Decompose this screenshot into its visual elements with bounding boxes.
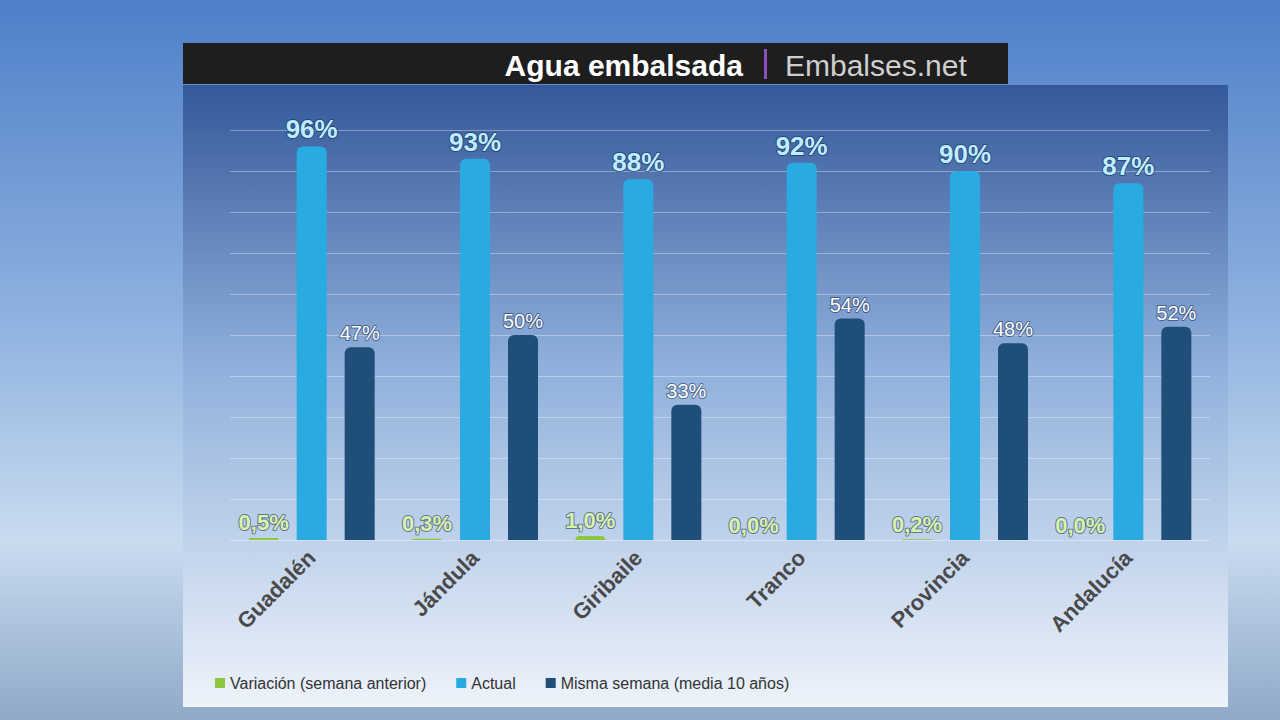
- svg-text:87%: 87%: [1102, 151, 1154, 181]
- svg-text:1,0%: 1,0%: [565, 508, 615, 533]
- svg-text:Andalucía: Andalucía: [1045, 545, 1138, 638]
- svg-text:Variación (semana anterior): Variación (semana anterior): [230, 675, 426, 692]
- svg-text:0,5%: 0,5%: [239, 510, 289, 535]
- svg-text:0,3%: 0,3%: [402, 511, 452, 536]
- svg-text:92%: 92%: [776, 131, 828, 161]
- svg-text:Misma semana (media 10 años): Misma semana (media 10 años): [561, 675, 790, 692]
- svg-text:0,2%: 0,2%: [892, 512, 942, 537]
- svg-text:50%: 50%: [503, 310, 543, 332]
- svg-text:Guadalén: Guadalén: [232, 545, 321, 634]
- svg-text:Embalses.net: Embalses.net: [785, 49, 967, 82]
- svg-text:0,0%: 0,0%: [1055, 513, 1105, 538]
- svg-text:54%: 54%: [830, 294, 870, 316]
- svg-text:Giribaile: Giribaile: [567, 545, 647, 625]
- svg-text:Tranco: Tranco: [742, 545, 811, 614]
- svg-text:Jándula: Jándula: [407, 545, 484, 622]
- svg-text:47%: 47%: [340, 322, 380, 344]
- svg-text:Agua embalsada: Agua embalsada: [505, 49, 744, 82]
- svg-text:48%: 48%: [993, 318, 1033, 340]
- svg-text:33%: 33%: [666, 380, 706, 402]
- svg-text:93%: 93%: [449, 127, 501, 157]
- svg-text:Provincia: Provincia: [886, 545, 974, 633]
- svg-text:0,0%: 0,0%: [729, 513, 779, 538]
- svg-text:90%: 90%: [939, 139, 991, 169]
- svg-text:88%: 88%: [612, 147, 664, 177]
- svg-text:52%: 52%: [1156, 302, 1196, 324]
- svg-text:Actual: Actual: [471, 675, 515, 692]
- svg-text:96%: 96%: [286, 114, 338, 144]
